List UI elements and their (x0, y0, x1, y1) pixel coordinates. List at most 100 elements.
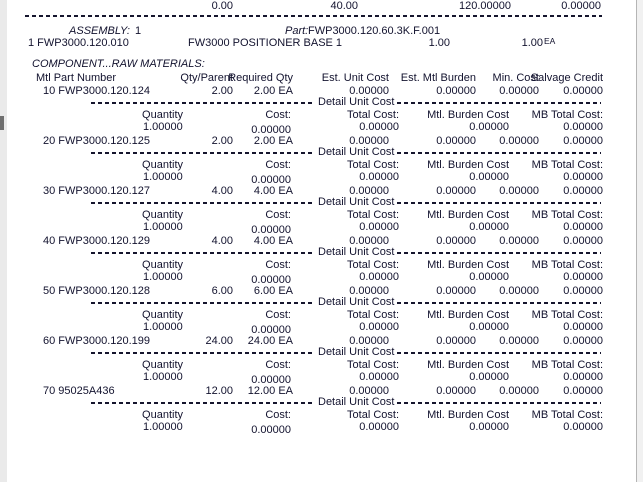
required-qty-value: 2.00 EA (253, 85, 293, 97)
detail-header-cost: Cost: (265, 259, 291, 271)
detail-unit-cost-label: Detail Unit Cost (318, 196, 395, 208)
detail-divider-left (91, 302, 312, 304)
detail-header-mtl-burden-cost: Mtl. Burden Cost (427, 409, 509, 421)
detail-quantity-value: 1.00000 (143, 372, 183, 383)
detail-total-cost-value: 0.00000 (359, 221, 399, 233)
detail-cost-value: 0.00000 (251, 274, 291, 286)
detail-mtl-burden-cost-value: 0.00000 (469, 421, 509, 433)
est-mtl-burden-value: 0.00000 (436, 335, 476, 347)
detail-mb-total-cost-value: 0.00000 (563, 321, 603, 333)
column-header-qty-parent: Qty/Parent (180, 72, 233, 84)
qty-parent-value: 2.00 (211, 135, 233, 147)
mtl-part-number: 10 FWP3000.120.124 (43, 85, 151, 97)
component-block: 10 FWP3000.120.124 2.00 2.00 EA 0.00000 … (0, 86, 643, 136)
detail-divider-right (397, 352, 601, 354)
detail-header-total-cost: Total Cost: (347, 109, 399, 121)
min-cost-value: 0.00000 (499, 335, 539, 347)
est-mtl-burden-value: 0.00000 (436, 285, 476, 297)
salvage-credit-value: 0.00000 (563, 385, 603, 397)
detail-header-quantity: Quantity (142, 309, 183, 321)
qty-parent-value: 12.00 (205, 385, 233, 397)
left-scrollbar-thumb[interactable] (0, 116, 4, 130)
qty-parent-value: 4.00 (211, 185, 233, 197)
detail-header-mb-total-cost: MB Total Cost: (531, 409, 603, 421)
mtl-part-number: 60 FWP3000.120.199 (43, 335, 151, 347)
detail-unit-cost-label: Detail Unit Cost (318, 296, 395, 308)
column-header-salvage-credit: Salvage Credit (530, 72, 603, 84)
detail-quantity-value: 1.00000 (143, 222, 183, 233)
detail-divider-left (91, 252, 312, 254)
required-qty-value: 12.00 EA (247, 385, 293, 397)
carryover-total-2: 40.00 (330, 0, 358, 12)
min-cost-value: 0.00000 (499, 385, 539, 397)
required-qty-value: 24.00 EA (247, 335, 293, 347)
detail-header-mb-total-cost: MB Total Cost: (531, 109, 603, 121)
qty-parent-value: 6.00 (211, 285, 233, 297)
detail-mtl-burden-cost-value: 0.00000 (469, 171, 509, 183)
assembly-item: 1 FWP3000.120.010 (28, 37, 129, 49)
detail-header-quantity: Quantity (142, 259, 183, 271)
detail-mtl-burden-cost-value: 0.00000 (469, 321, 509, 333)
detail-header-mb-total-cost: MB Total Cost: (531, 309, 603, 321)
salvage-credit-value: 0.00000 (563, 185, 603, 197)
detail-divider-left (91, 202, 312, 204)
assembly-uom: EA (544, 36, 556, 46)
detail-cost-value: 0.00000 (251, 374, 291, 386)
detail-quantity-value: 1.00000 (143, 422, 183, 433)
est-unit-cost-value: 0.00000 (349, 185, 389, 197)
detail-header-quantity: Quantity (142, 359, 183, 371)
detail-mtl-burden-cost-value: 0.00000 (469, 371, 509, 383)
assembly-quantity: 1.00 (428, 37, 450, 49)
est-mtl-burden-value: 0.00000 (436, 135, 476, 147)
carryover-total-4: 0.00000 (561, 0, 601, 12)
detail-mb-total-cost-value: 0.00000 (563, 121, 603, 133)
detail-unit-cost-label: Detail Unit Cost (318, 396, 395, 408)
mtl-part-number: 30 FWP3000.120.127 (43, 185, 151, 197)
est-unit-cost-value: 0.00000 (349, 135, 389, 147)
detail-mb-total-cost-value: 0.00000 (563, 371, 603, 383)
est-unit-cost-value: 0.00000 (349, 285, 389, 297)
detail-divider-right (397, 252, 601, 254)
assembly-description: FW3000 POSITIONER BASE 1 (188, 37, 343, 49)
section-divider (25, 15, 602, 17)
detail-header-total-cost: Total Cost: (347, 209, 399, 221)
detail-total-cost-value: 0.00000 (359, 321, 399, 333)
component-block: 20 FWP3000.120.125 2.00 2.00 EA 0.00000 … (0, 136, 643, 186)
detail-divider-right (397, 402, 601, 404)
detail-cost-value: 0.00000 (251, 424, 291, 436)
detail-header-cost: Cost: (265, 209, 291, 221)
est-mtl-burden-value: 0.00000 (436, 85, 476, 97)
detail-unit-cost-label: Detail Unit Cost (318, 96, 395, 108)
column-header-mtl: Mtl Part Number (36, 72, 117, 84)
assembly-total-qty: 1.00 (521, 37, 543, 49)
right-edge-strip[interactable] (637, 0, 643, 482)
detail-header-cost: Cost: (265, 409, 291, 421)
assembly-value: 1 (135, 25, 142, 37)
min-cost-value: 0.00000 (499, 285, 539, 297)
est-unit-cost-value: 0.00000 (349, 335, 389, 347)
detail-cost-value: 0.00000 (251, 224, 291, 236)
mtl-part-number: 70 95025A436 (43, 385, 115, 397)
carryover-total-1: 0.00 (211, 0, 233, 12)
detail-header-quantity: Quantity (142, 109, 183, 121)
detail-header-mb-total-cost: MB Total Cost: (531, 259, 603, 271)
component-block: 30 FWP3000.120.127 4.00 4.00 EA 0.00000 … (0, 186, 643, 236)
mtl-part-number: 40 FWP3000.120.129 (43, 235, 151, 247)
detail-header-total-cost: Total Cost: (347, 309, 399, 321)
detail-header-cost: Cost: (265, 309, 291, 321)
detail-mb-total-cost-value: 0.00000 (563, 271, 603, 283)
detail-total-cost-value: 0.00000 (359, 171, 399, 183)
salvage-credit-value: 0.00000 (563, 85, 603, 97)
detail-header-quantity: Quantity (142, 209, 183, 221)
component-block: 40 FWP3000.120.129 4.00 4.00 EA 0.00000 … (0, 236, 643, 286)
est-unit-cost-value: 0.00000 (349, 235, 389, 247)
detail-quantity-value: 1.00000 (143, 322, 183, 333)
est-mtl-burden-value: 0.00000 (436, 385, 476, 397)
part-label: Part: (285, 25, 309, 37)
detail-header-mtl-burden-cost: Mtl. Burden Cost (427, 259, 509, 271)
detail-quantity-value: 1.00000 (143, 172, 183, 183)
component-block: 70 95025A436 12.00 12.00 EA 0.00000 0.00… (0, 386, 643, 436)
column-header-est-unit-cost: Est. Unit Cost (321, 72, 389, 84)
detail-header-mb-total-cost: MB Total Cost: (531, 159, 603, 171)
mtl-part-number: 50 FWP3000.120.128 (43, 285, 151, 297)
